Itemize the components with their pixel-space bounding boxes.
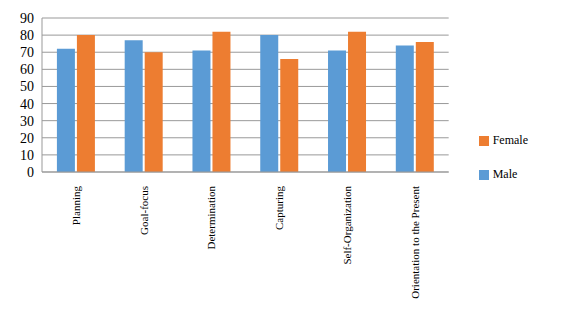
svg-text:20: 20 bbox=[20, 131, 34, 146]
svg-text:50: 50 bbox=[20, 79, 34, 94]
svg-text:10: 10 bbox=[20, 148, 34, 163]
svg-text:Orientation to the Present: Orientation to the Present bbox=[409, 186, 421, 299]
svg-text:60: 60 bbox=[20, 62, 34, 77]
svg-text:Goal-focus: Goal-focus bbox=[138, 186, 150, 235]
html-text:Male: Male bbox=[492, 167, 518, 181]
svg-text:Determination: Determination bbox=[205, 186, 217, 250]
svg-text:0: 0 bbox=[27, 165, 34, 180]
svg-text:70: 70 bbox=[20, 45, 34, 60]
svg-text:90: 90 bbox=[20, 11, 34, 26]
html-text:Female: Female bbox=[492, 133, 528, 147]
svg-text:Planning: Planning bbox=[70, 186, 82, 226]
svg-text:40: 40 bbox=[20, 97, 34, 112]
svg-text:80: 80 bbox=[20, 28, 34, 43]
svg-text:Capturing: Capturing bbox=[273, 186, 285, 230]
svg-text:30: 30 bbox=[20, 114, 34, 129]
svg-text:Self-Organization: Self-Organization bbox=[341, 186, 353, 265]
